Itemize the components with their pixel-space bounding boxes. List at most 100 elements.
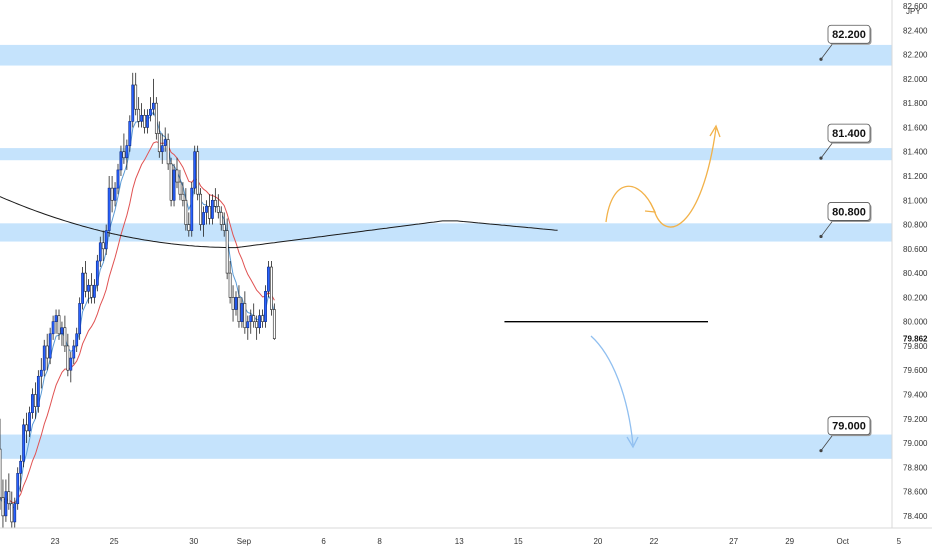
candle	[216, 194, 220, 219]
candle	[36, 370, 40, 413]
candle	[72, 339, 76, 365]
zone-label-box	[827, 24, 871, 44]
candle	[101, 230, 105, 261]
candle-body-down	[10, 503, 14, 523]
time-tick-label: 13	[455, 537, 464, 546]
candle	[146, 109, 149, 134]
time-tick-label: 25	[110, 537, 119, 546]
candle-body-up	[54, 315, 58, 322]
candle	[113, 182, 117, 207]
candle	[225, 218, 229, 280]
price-tick-label: 79.400	[903, 390, 928, 399]
zone-band	[0, 148, 892, 161]
candle-body-up	[113, 187, 117, 201]
candle-body-down	[84, 272, 87, 292]
candle	[169, 157, 173, 207]
candle	[208, 194, 211, 225]
time-axis[interactable]: 23 25 30 Sep 6 8 13 15 20 22 27 29 Oct 5	[0, 527, 932, 546]
candle	[243, 291, 247, 334]
price-tick-label: 78.800	[903, 463, 928, 472]
candle-body-up	[93, 284, 96, 298]
candle-body-up	[104, 230, 108, 250]
candle-body-up	[87, 284, 90, 292]
time-tick-label: 20	[593, 537, 602, 546]
candle	[222, 212, 226, 237]
candle-body-up	[140, 115, 144, 122]
time-tick-label: 8	[377, 537, 382, 546]
zone-label-leader	[820, 42, 834, 60]
candle	[107, 176, 111, 237]
zone-label-leader	[820, 220, 834, 237]
candle	[131, 72, 135, 128]
candle	[234, 291, 238, 316]
candle-body-down	[261, 315, 264, 322]
candle-body-down	[252, 315, 256, 322]
price-tick-label: 78.400	[903, 512, 928, 521]
candle	[211, 194, 214, 225]
candle	[25, 412, 28, 444]
candle	[19, 455, 23, 492]
candle-body-up	[95, 260, 99, 286]
zone-label-text: 80.800	[832, 206, 866, 218]
candle	[60, 321, 64, 346]
ema-slow-line	[0, 141, 275, 504]
candle	[54, 309, 58, 334]
candle	[95, 254, 99, 292]
orange-arrow-head-end	[709, 124, 721, 138]
candle-body-down	[187, 224, 191, 231]
candle-body-up	[211, 199, 214, 219]
candle	[181, 182, 185, 207]
candle	[4, 479, 8, 522]
currency-label: JPY	[906, 7, 921, 16]
candle	[149, 97, 152, 122]
candle-body-up	[152, 102, 155, 110]
candle	[196, 145, 200, 201]
candle-body-down	[63, 327, 67, 347]
candle-body-down	[272, 309, 276, 339]
candle	[160, 133, 164, 164]
candle-body-down	[243, 303, 247, 329]
candle-body-down	[90, 284, 93, 298]
price-tick-label: 81.600	[903, 123, 928, 132]
candle-body-up	[69, 357, 73, 371]
price-axis[interactable]: JPY 82.600 82.400 82.200 82.000 81.800 81.600…	[891, 0, 928, 528]
candle-body-down	[255, 321, 259, 329]
candle	[42, 339, 46, 377]
orange-forecast-path	[605, 127, 717, 228]
price-tick-label: 80.400	[903, 269, 928, 278]
candle-body-down	[122, 151, 126, 159]
candle	[163, 127, 167, 152]
candle-body-down	[199, 193, 203, 225]
candle-body-down	[33, 394, 37, 407]
annotations: 82.200 81.400 80.800 79.000	[504, 24, 872, 453]
candle	[63, 315, 67, 352]
candle	[252, 303, 256, 328]
candle-body-down	[269, 266, 273, 310]
candle-body-up	[234, 297, 238, 310]
price-tick-label: 82.000	[903, 75, 928, 84]
candle	[81, 267, 85, 310]
candle	[190, 182, 194, 237]
candle-body-up	[81, 272, 85, 304]
candle	[193, 145, 197, 195]
price-tick-label: 80.000	[903, 318, 928, 327]
candle-body-up	[4, 491, 8, 517]
blue-arrow-head	[626, 436, 639, 449]
time-tick-label: 30	[189, 537, 198, 546]
candle	[7, 473, 11, 510]
candle-body-down	[175, 169, 179, 183]
candle	[166, 133, 170, 170]
candle-body-up	[249, 315, 253, 322]
candle-body-up	[31, 394, 34, 413]
current-price-label: 79.862	[903, 334, 928, 343]
candle	[184, 188, 188, 231]
zone-band	[0, 434, 892, 459]
candle	[140, 103, 144, 128]
candle	[13, 497, 17, 528]
price-tick-label: 82.200	[903, 51, 928, 60]
candle-body-up	[146, 115, 149, 128]
candle-body-up	[28, 412, 31, 432]
candle-body-down	[57, 315, 61, 335]
